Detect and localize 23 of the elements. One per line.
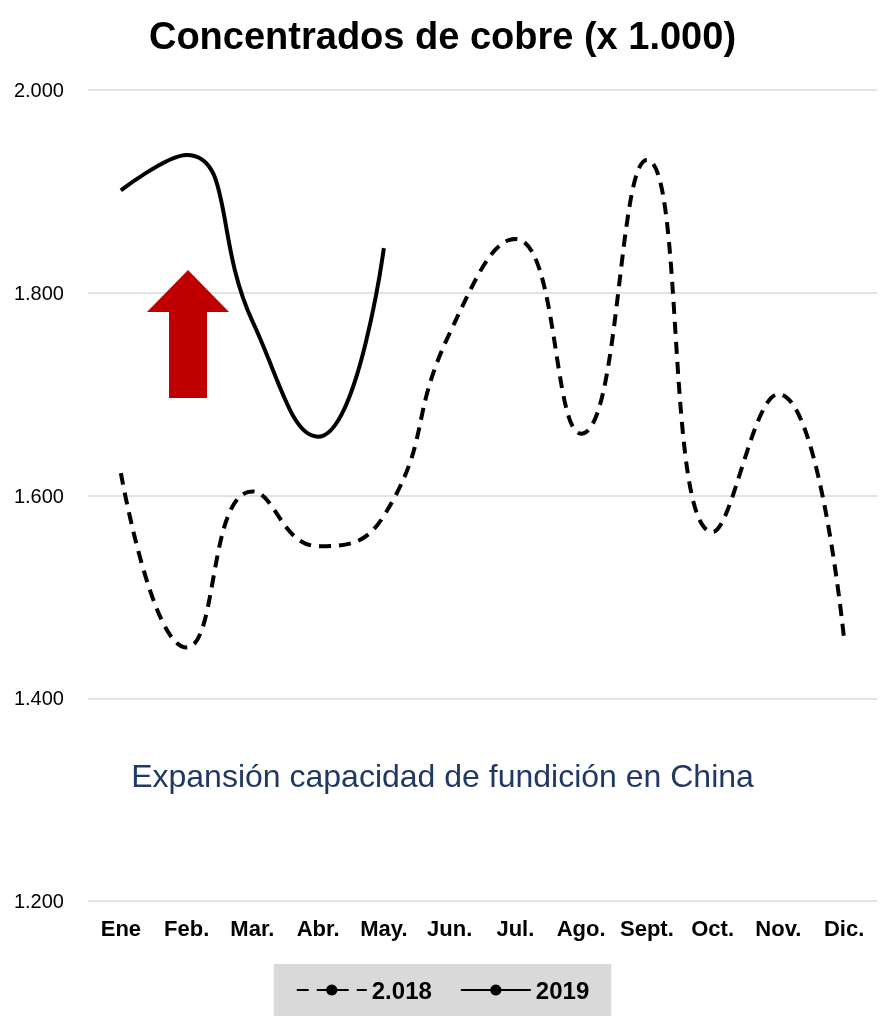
- x-tick-label: Oct.: [691, 915, 735, 941]
- x-tick-label: Feb.: [164, 915, 210, 941]
- x-tick-label: Jul.: [496, 915, 535, 941]
- legend-label: 2019: [535, 976, 590, 1004]
- annotation: Expansión capacidad de fundición en China: [131, 758, 755, 794]
- x-tick-label: Jun.: [427, 915, 473, 941]
- y-tick-label: 1.800: [13, 281, 64, 304]
- line-series: [118, 152, 386, 439]
- chart-title: Concentrados de cobre (x 1.000): [148, 15, 737, 57]
- x-tick-label: Ago.: [556, 915, 606, 941]
- x-tick-label: Nov.: [755, 915, 802, 941]
- x-tick-label: Ene: [100, 915, 142, 941]
- x-tick-label: Dic.: [823, 915, 865, 941]
- legend-label: 2.018: [371, 976, 432, 1004]
- x-tick-label: Abr.: [296, 915, 340, 941]
- y-tick-label: 1.200: [13, 890, 64, 912]
- y-tick-label: 2.000: [13, 79, 64, 101]
- y-tick-label: 1.400: [13, 687, 64, 710]
- x-tick-label: Mar.: [230, 915, 275, 941]
- x-tick-label: May.: [360, 915, 408, 941]
- x-tick-label: Sept.: [619, 915, 674, 941]
- y-tick-label: 1.600: [13, 484, 64, 507]
- line-series: [118, 157, 847, 650]
